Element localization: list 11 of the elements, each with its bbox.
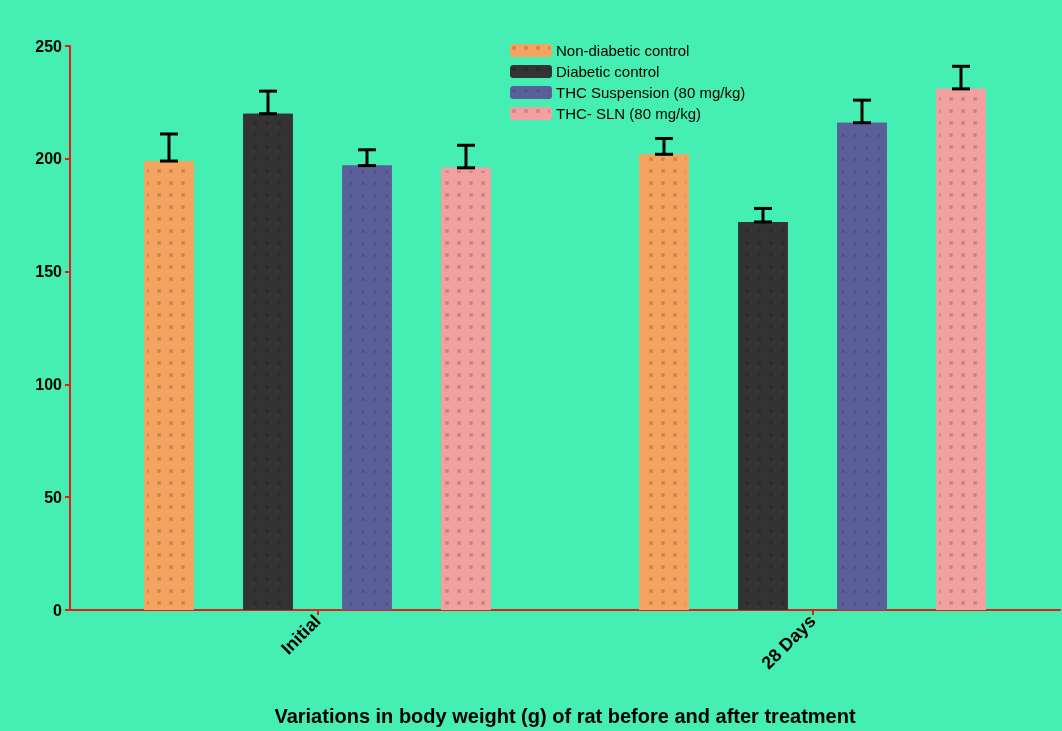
- y-tick-label: 250: [35, 37, 63, 55]
- y-tick-label: 50: [44, 488, 63, 506]
- legend-label: THC- SLN (80 mg/kg): [556, 105, 702, 122]
- x-axis-title: Variations in body weight (g) of rat before and after treatment: [274, 705, 856, 727]
- legend-label: THC Suspension (80 mg/kg): [556, 84, 746, 101]
- y-tick-label: 0: [53, 601, 63, 619]
- legend-label: Diabetic control: [556, 63, 660, 80]
- y-tick-label: 150: [35, 263, 63, 281]
- y-tick-label: 200: [35, 150, 63, 168]
- legend-label: Non-diabetic control: [556, 42, 690, 59]
- y-tick-label: 100: [35, 375, 63, 393]
